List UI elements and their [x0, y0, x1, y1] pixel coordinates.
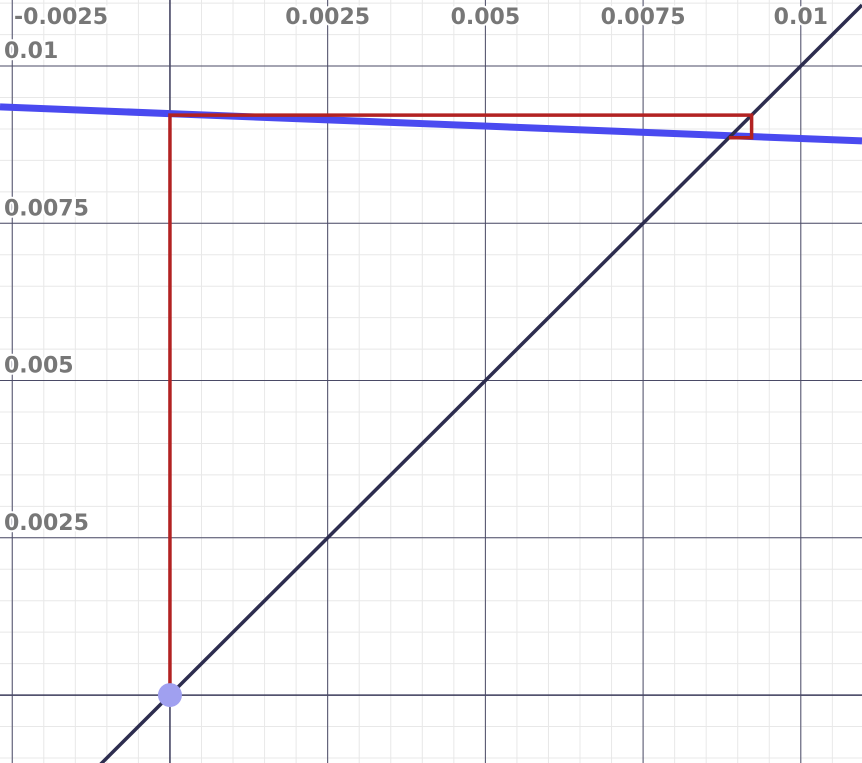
x-tick-label: -0.0025 [14, 5, 108, 30]
plot [0, 3, 862, 763]
x-tick-label: 0.005 [451, 5, 521, 30]
x-tick-label: 0.0075 [601, 5, 686, 30]
x-tick-label: 0.01 [774, 5, 828, 30]
x-tick-label: 0.0025 [285, 5, 370, 30]
curve [168, 113, 754, 696]
y-tick-label: 0.01 [4, 39, 58, 64]
y-tick-label: 0.005 [4, 354, 74, 379]
y-tick-label: 0.0025 [4, 511, 89, 536]
curve [0, 103, 862, 145]
y-tick-label: 0.0075 [4, 196, 89, 221]
labels: -0.0025 0.0025 0.005 0.0075 0.01 0.0025 0.005 0… [2, 3, 830, 538]
curve [99, 3, 862, 763]
point [157, 683, 182, 708]
